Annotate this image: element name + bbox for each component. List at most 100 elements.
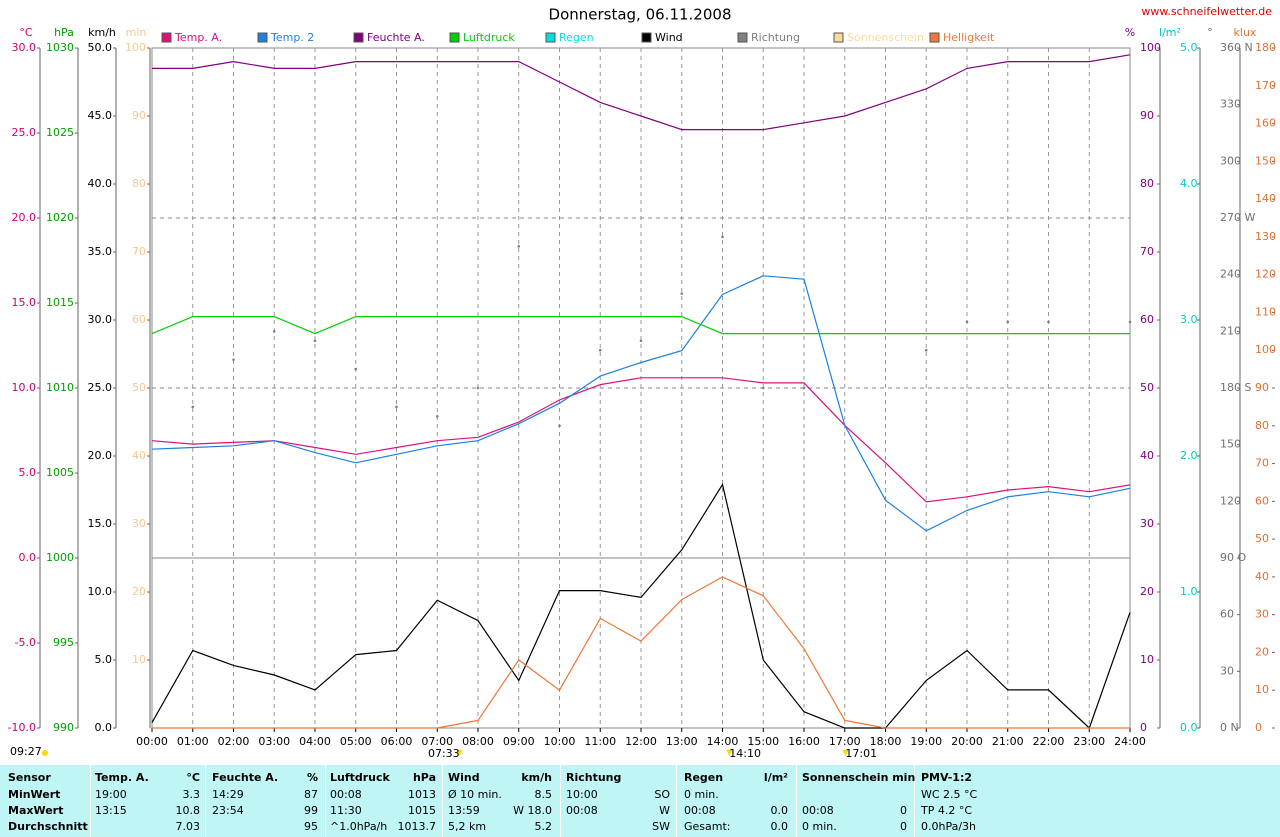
direction-dot	[598, 348, 602, 352]
direction-dot	[761, 386, 765, 390]
table-cell: Wind	[448, 771, 480, 784]
axis-unit: km/h	[88, 26, 116, 39]
y-tick-label: -5.0	[15, 636, 36, 649]
y-tick-label: 90	[1140, 109, 1154, 122]
table-cell: hPa	[412, 771, 436, 784]
direction-dot	[232, 358, 235, 361]
legend-swatch	[929, 32, 940, 43]
y-tick-label: 990	[53, 721, 74, 734]
table-cell: 1015	[408, 804, 436, 817]
y-tick-label: 15.0	[88, 517, 113, 530]
table-cell: 10:00	[566, 788, 598, 801]
y-tick-label: 4.0	[1180, 177, 1198, 190]
y-tick-label: 100	[1140, 41, 1161, 54]
y-tick-label: 50.0	[88, 41, 113, 54]
y-tick-label: 30	[1255, 608, 1269, 621]
table-cell: Richtung	[566, 771, 622, 784]
y-tick-label: 80	[1140, 177, 1154, 190]
legend-swatch	[833, 32, 844, 43]
y-tick-label: 80	[132, 177, 146, 190]
legend-swatch	[641, 32, 652, 43]
y-tick-label: 60	[1140, 313, 1154, 326]
sun-icon	[42, 750, 48, 756]
table-cell: 10.8	[175, 804, 201, 817]
table-cell: SO	[654, 788, 670, 801]
legend-label: Richtung	[751, 31, 800, 44]
y-tick-label: 1025	[46, 126, 74, 139]
y-tick-label: 1020	[46, 211, 74, 224]
axis-unit: l/m²	[1159, 26, 1181, 39]
table-cell: ^1.0hPa/h	[330, 820, 388, 833]
y-tick-label: 20	[1255, 645, 1269, 658]
table-cell: MinWert	[8, 788, 61, 801]
x-tick-label: 12:00	[625, 735, 657, 748]
x-tick-label: 14:00	[707, 735, 739, 748]
legend-label: Wind	[655, 31, 683, 44]
x-tick-label: 13:00	[666, 735, 698, 748]
table-cell: 1013	[408, 788, 436, 801]
y-tick-label: 330	[1220, 98, 1241, 111]
x-tick-label: 01:00	[177, 735, 209, 748]
table-cell: Regen	[684, 771, 724, 784]
y-tick-label: 130	[1255, 230, 1276, 243]
y-tick-label: 0.0	[1180, 721, 1198, 734]
y-tick-label: 170	[1255, 79, 1276, 92]
series-line	[151, 483, 1131, 730]
y-tick-label: 70	[132, 245, 146, 258]
table-cell: Ø 10 min.	[448, 788, 502, 801]
direction-dot	[1047, 320, 1050, 324]
legend-label: Temp. 2	[270, 31, 314, 44]
y-tick-label: 180	[1255, 41, 1276, 54]
axis-unit: %	[1125, 26, 1135, 39]
table-cell: TP 4.2 °C	[921, 804, 973, 817]
x-tick-label: 11:00	[584, 735, 616, 748]
table-cell: 14:29	[212, 788, 244, 801]
table-cell: 0.0hPa/3h	[921, 820, 977, 833]
legend-swatch	[545, 32, 556, 43]
x-tick-label: 19:00	[910, 735, 942, 748]
table-cell: 0	[900, 820, 907, 833]
legend-swatch	[161, 32, 172, 43]
y-tick-label: 50	[1140, 381, 1154, 394]
source-link[interactable]: www.schneifelwetter.de	[1141, 5, 1272, 18]
legend-swatch	[353, 32, 364, 43]
table-separator	[325, 765, 326, 837]
sun-mark-label: 14:10	[729, 747, 761, 760]
table-cell: 0 min.	[684, 788, 719, 801]
y-tick-label: 90	[132, 109, 146, 122]
x-tick-label: 17:00	[829, 735, 861, 748]
table-cell: Durchschnitt	[8, 820, 88, 833]
table-cell: 7.03	[175, 820, 201, 833]
table-cell: km/h	[521, 771, 552, 784]
table-separator	[796, 765, 797, 837]
direction-dot	[191, 405, 195, 409]
table-cell: 5,2 km	[448, 820, 487, 833]
y-tick-label: 10.0	[12, 381, 37, 394]
y-tick-label: 40	[1255, 570, 1269, 583]
direction-dot	[476, 386, 480, 390]
y-tick-label: 180 S	[1220, 381, 1251, 394]
legend-label: Feuchte A.	[367, 31, 425, 44]
legend-label: Temp. A.	[174, 31, 222, 44]
table-cell: Feuchte A.	[212, 771, 279, 784]
table-cell: 00:08	[684, 804, 716, 817]
direction-dot	[435, 415, 439, 418]
direction-dot	[354, 367, 358, 371]
sun-mark	[456, 750, 463, 756]
y-tick-label: 60	[1255, 494, 1269, 507]
y-tick-label: 3.0	[1180, 313, 1198, 326]
y-tick-label: 90	[1255, 381, 1269, 394]
table-cell: °C	[186, 771, 200, 784]
table-cell: WC 2.5 °C	[921, 788, 978, 801]
x-tick-label: 18:00	[870, 735, 902, 748]
direction-dot	[272, 330, 276, 333]
y-tick-label: 60	[132, 313, 146, 326]
axis-unit: hPa	[54, 26, 74, 39]
table-cell: 3.3	[182, 788, 201, 801]
axis-unit: min	[126, 26, 147, 39]
chart: Donnerstag, 06.11.2008 www.schneifelwett…	[8, 5, 1276, 760]
x-tick-label: 08:00	[462, 735, 494, 748]
x-tick-label: 21:00	[992, 735, 1024, 748]
y-tick-label: 120	[1255, 268, 1276, 281]
table-cell: Gesamt:	[684, 820, 731, 833]
